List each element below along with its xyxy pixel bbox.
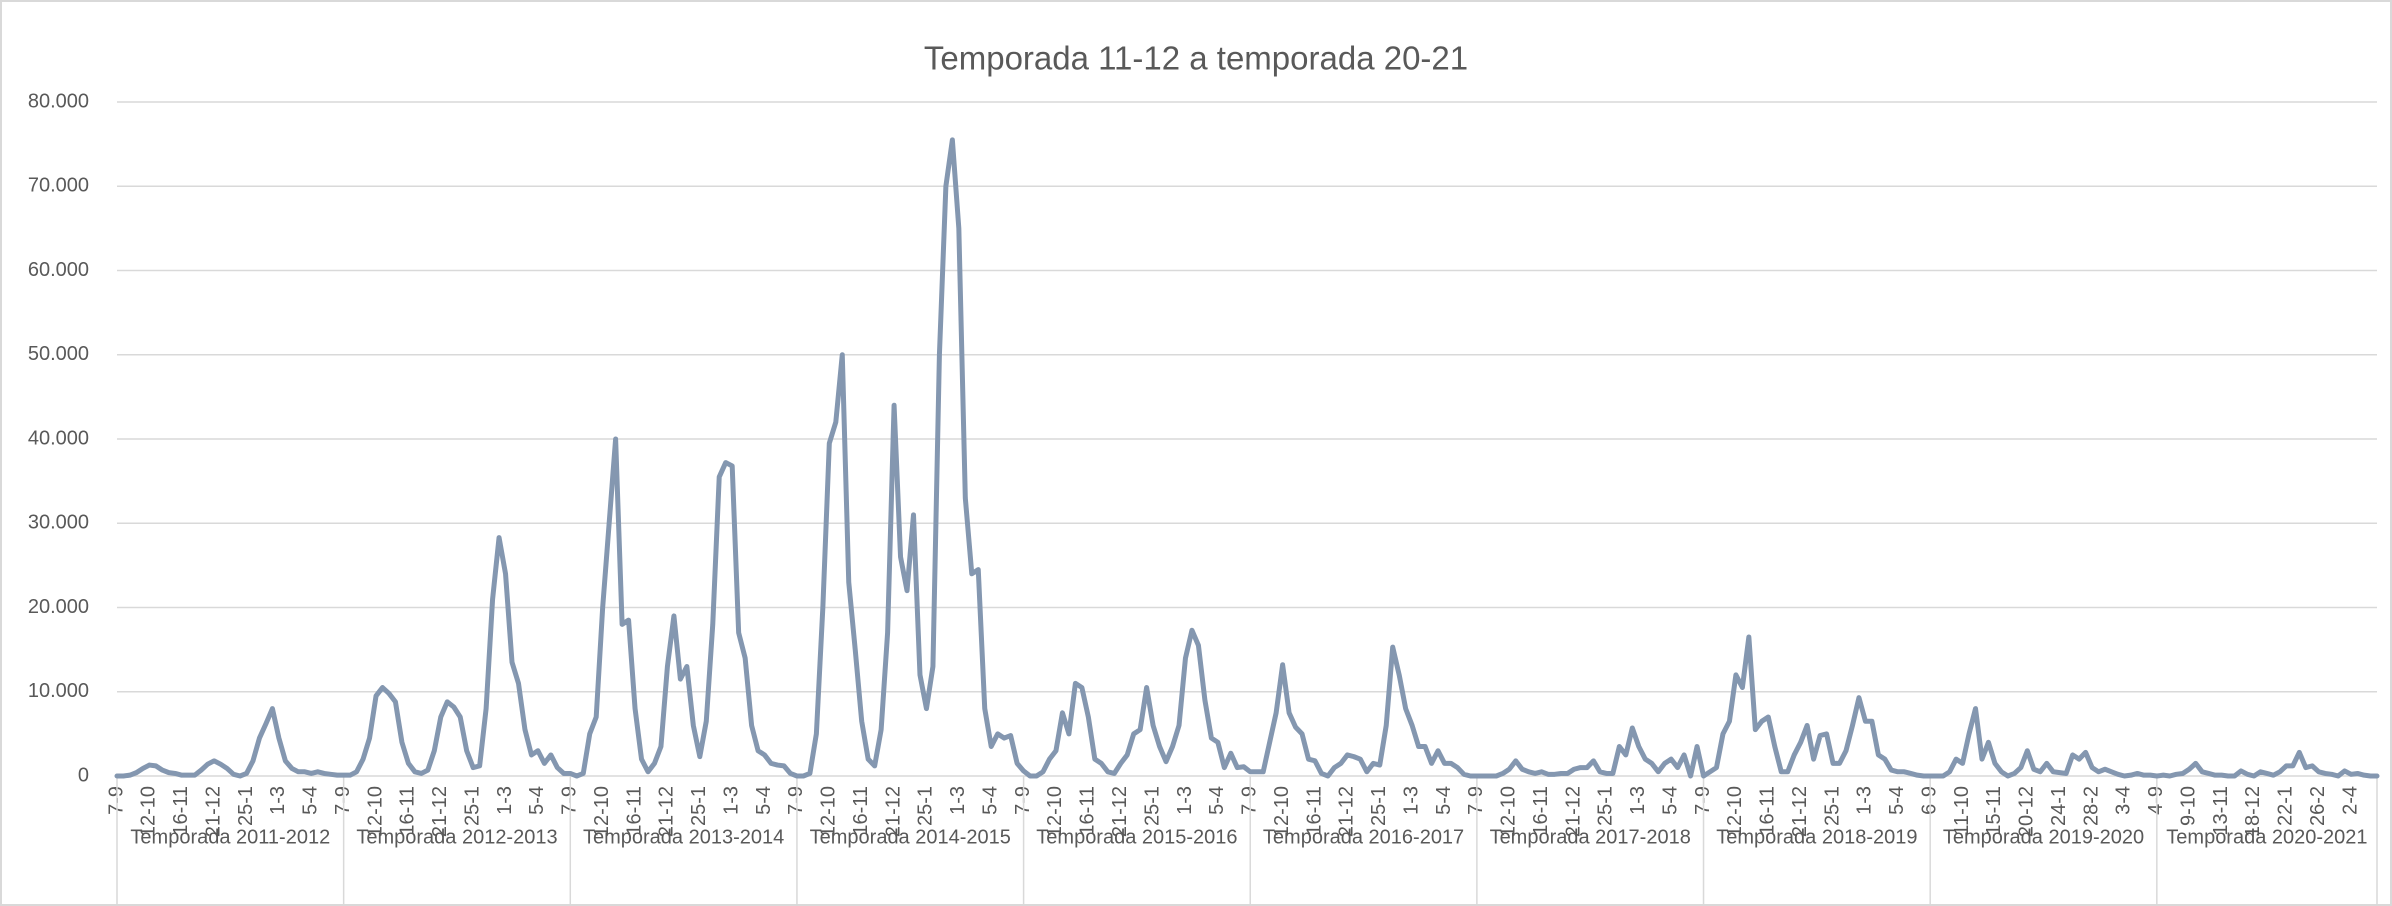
x-tick-label: 1-3 xyxy=(1854,786,1876,815)
x-tick-label: 21-12 xyxy=(882,786,904,837)
x-tick-label: 25-1 xyxy=(235,786,257,826)
x-tick-label: 16-11 xyxy=(170,786,192,836)
x-tick-label: 16-11 xyxy=(1757,786,1779,836)
x-tick-label: 16-11 xyxy=(850,786,872,836)
x-tick-label: 5-4 xyxy=(753,786,775,815)
x-tick-label: 1-3 xyxy=(1174,786,1196,815)
x-tick-label: 16-11 xyxy=(397,786,419,836)
x-tick-label: 1-3 xyxy=(267,786,289,815)
y-tick-label: 80.000 xyxy=(28,90,89,112)
group-label: Temporada 2014-2015 xyxy=(810,826,1011,848)
x-tick-label: 20-12 xyxy=(2016,786,2038,837)
chart-title: Temporada 11-12 a temporada 20-21 xyxy=(924,40,1468,77)
x-tick-label: 18-12 xyxy=(2242,786,2264,837)
x-tick-label: 5-4 xyxy=(1659,786,1681,815)
group-label: Temporada 2017-2018 xyxy=(1490,826,1691,848)
x-tick-label: 12-10 xyxy=(818,786,840,837)
x-tick-label: 25-1 xyxy=(688,786,710,826)
x-tick-label: 16-11 xyxy=(623,786,645,836)
x-tick-label: 12-10 xyxy=(364,786,386,837)
x-tick-label: 12-10 xyxy=(1724,786,1746,837)
x-tick-label: 28-2 xyxy=(2080,786,2102,826)
y-tick-label: 50.000 xyxy=(28,343,89,365)
x-tick-label: 5-4 xyxy=(300,786,322,815)
group-label: Temporada 2011-2012 xyxy=(130,826,330,848)
group-label: Temporada 2012-2013 xyxy=(356,826,557,848)
x-tick-label: 24-1 xyxy=(2048,786,2070,826)
x-tick-label: 2-4 xyxy=(2339,786,2361,815)
y-tick-label: 0 xyxy=(78,764,89,786)
group-label: Temporada 2019-2020 xyxy=(1943,826,2144,848)
x-tick-label: 21-12 xyxy=(1562,786,1584,837)
y-tick-label: 40.000 xyxy=(28,427,89,449)
x-tick-label: 25-1 xyxy=(1821,786,1843,826)
x-tick-label: 21-12 xyxy=(1109,786,1131,837)
x-tick-label: 5-4 xyxy=(979,786,1001,815)
x-tick-label: 5-4 xyxy=(1433,786,1455,815)
x-tick-label: 3-4 xyxy=(2113,786,2135,815)
x-tick-label: 25-1 xyxy=(1368,786,1390,826)
x-tick-label: 9-10 xyxy=(2177,786,2199,826)
x-tick-label: 12-10 xyxy=(1498,786,1520,837)
group-label: Temporada 2020-2021 xyxy=(2166,826,2367,848)
x-tick-label: 12-10 xyxy=(591,786,613,837)
x-tick-label: 25-1 xyxy=(1141,786,1163,826)
x-tick-label: 16-11 xyxy=(1303,786,1325,836)
x-tick-label: 21-12 xyxy=(202,786,224,837)
x-tick-label: 25-1 xyxy=(1595,786,1617,826)
x-tick-label: 21-12 xyxy=(1336,786,1358,837)
x-tick-label: 25-1 xyxy=(915,786,937,826)
x-tick-label: 1-3 xyxy=(947,786,969,815)
group-label: Temporada 2013-2014 xyxy=(583,826,784,848)
group-label: Temporada 2015-2016 xyxy=(1036,826,1237,848)
y-tick-label: 20.000 xyxy=(28,596,89,618)
x-tick-label: 1-3 xyxy=(494,786,516,815)
x-tick-label: 12-10 xyxy=(1271,786,1293,837)
x-tick-label: 1-3 xyxy=(1400,786,1422,815)
y-tick-label: 30.000 xyxy=(28,512,89,534)
x-tick-label: 21-12 xyxy=(429,786,451,837)
x-tick-label: 21-12 xyxy=(656,786,678,837)
group-label: Temporada 2018-2019 xyxy=(1716,826,1917,848)
x-tick-label: 5-4 xyxy=(1886,786,1908,815)
x-tick-label: 12-10 xyxy=(1044,786,1066,837)
x-tick-label: 16-11 xyxy=(1077,786,1099,836)
x-tick-label: 22-1 xyxy=(2275,786,2297,826)
x-tick-label: 11-10 xyxy=(1951,786,1973,836)
x-tick-label: 12-10 xyxy=(138,786,160,837)
x-tick-label: 5-4 xyxy=(526,786,548,815)
series-line xyxy=(114,137,2380,779)
x-tick-label: 1-3 xyxy=(720,786,742,815)
group-label: Temporada 2016-2017 xyxy=(1263,826,1464,848)
y-tick-label: 70.000 xyxy=(28,175,89,197)
x-tick-label: 13-11 xyxy=(2210,786,2232,836)
x-tick-label: 5-4 xyxy=(1206,786,1228,815)
y-tick-label: 10.000 xyxy=(28,680,89,702)
y-tick-label: 60.000 xyxy=(28,259,89,281)
x-tick-label: 26-2 xyxy=(2307,786,2329,826)
x-tick-label: 21-12 xyxy=(1789,786,1811,837)
x-tick-label: 25-1 xyxy=(461,786,483,826)
x-tick-label: 16-11 xyxy=(1530,786,1552,836)
x-tick-label: 1-3 xyxy=(1627,786,1649,815)
x-tick-label: 15-11 xyxy=(1983,786,2005,836)
